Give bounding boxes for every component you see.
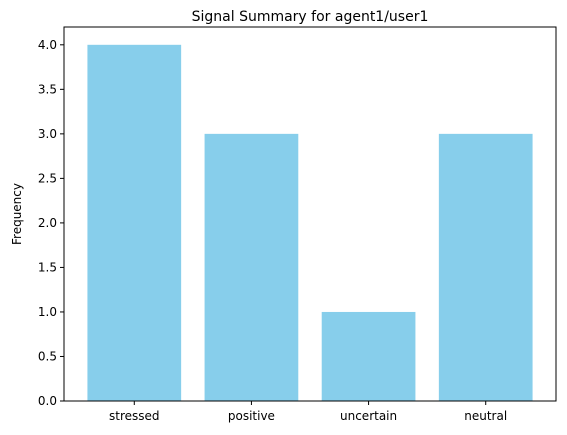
y-tick-label: 4.0 — [38, 38, 57, 52]
y-tick-label: 0.5 — [38, 349, 57, 363]
y-tick-label: 2.0 — [38, 216, 57, 230]
x-tick-label: uncertain — [340, 409, 397, 423]
bar-uncertain — [321, 311, 416, 401]
bar-neutral — [438, 133, 533, 401]
chart-title: Signal Summary for agent1/user1 — [192, 9, 429, 25]
y-tick-label: 2.5 — [38, 171, 57, 185]
x-tick-label: positive — [228, 409, 275, 423]
y-tick-label: 1.0 — [38, 305, 57, 319]
x-tick-label: stressed — [109, 409, 160, 423]
bar-positive — [204, 133, 299, 401]
y-tick-label: 3.5 — [38, 82, 57, 96]
x-axis: stressed positive uncertain neutral — [109, 401, 507, 423]
plot-frame — [63, 26, 557, 402]
y-tick-label: 1.5 — [38, 260, 57, 274]
y-axis-label: Frequency — [10, 183, 24, 245]
y-tick-label: 3.0 — [38, 127, 57, 141]
bars-group — [87, 44, 533, 402]
x-tick-label: neutral — [464, 409, 507, 423]
bar-stressed — [87, 44, 182, 402]
y-axis: 0.0 0.5 1.0 1.5 2.0 2.5 3.0 3.5 4.0 — [38, 38, 64, 408]
y-tick-label: 0.0 — [38, 394, 57, 408]
